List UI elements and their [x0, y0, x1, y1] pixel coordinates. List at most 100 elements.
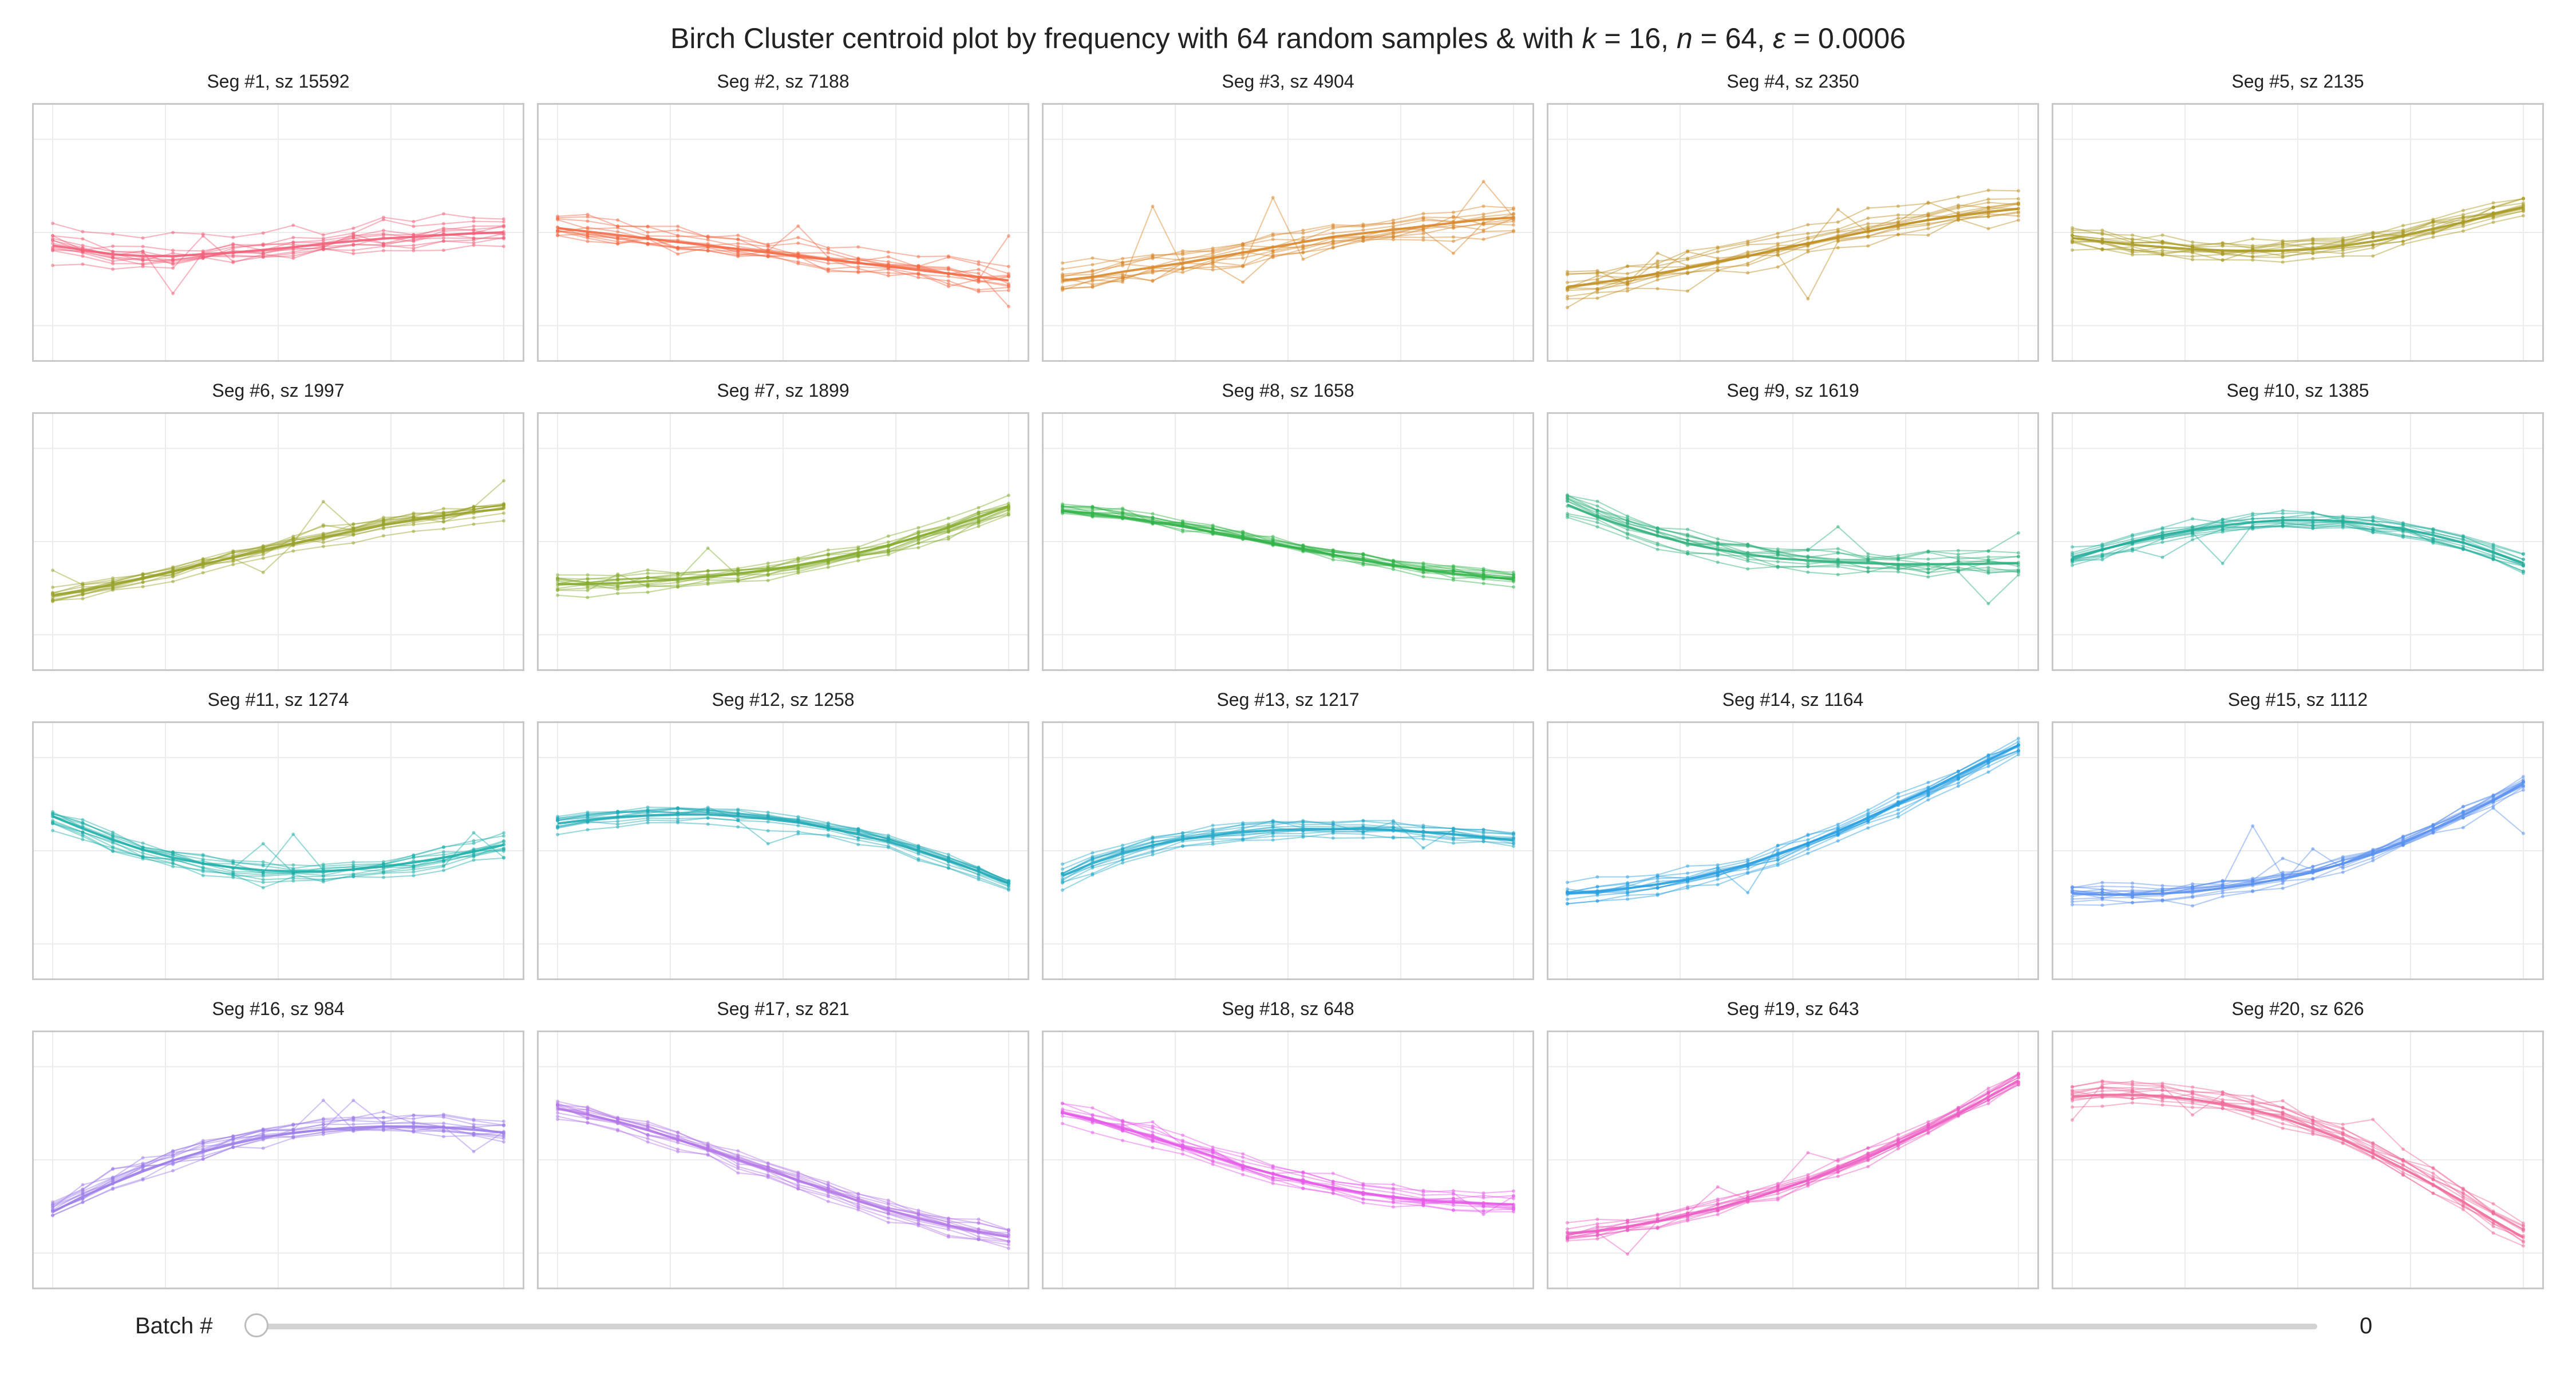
sample-point — [1061, 862, 1064, 866]
sample-line — [1567, 495, 2019, 572]
sample-point — [2017, 740, 2020, 744]
sample-point — [1481, 1204, 1485, 1208]
sample-point — [1716, 560, 1720, 564]
sample-point — [1271, 838, 1275, 842]
sample-point — [1211, 829, 1215, 833]
sample-point — [2431, 540, 2435, 544]
sample-point — [1151, 1146, 1155, 1150]
sample-point — [1806, 235, 1810, 239]
sample-point — [1566, 281, 1569, 285]
sample-point — [1271, 1164, 1275, 1168]
sample-point — [2341, 524, 2345, 528]
sample-point — [1151, 1139, 1155, 1143]
sample-point — [2191, 886, 2195, 890]
sample-point — [1211, 840, 1215, 844]
sample-point — [1866, 216, 1870, 220]
sample-point — [2522, 780, 2525, 784]
sample-point — [1836, 246, 1840, 250]
sample-point — [1241, 532, 1245, 535]
sample-point — [2371, 528, 2375, 532]
sample-point — [586, 1116, 590, 1120]
sample-point — [1716, 250, 1720, 254]
subplot-title: Seg #15, sz 1112 — [2227, 689, 2368, 710]
sample-point — [1271, 535, 1275, 539]
sample-point — [201, 874, 205, 878]
batch-slider-handle[interactable] — [244, 1313, 268, 1337]
sample-point — [171, 575, 175, 579]
sample-line — [557, 235, 1009, 293]
sample-point — [766, 1161, 770, 1165]
sample-point — [2160, 530, 2164, 534]
sample-point — [946, 535, 950, 539]
sample-point — [826, 553, 830, 557]
sample-point — [1686, 871, 1690, 875]
sample-point — [261, 252, 265, 256]
sample-point — [351, 232, 355, 236]
sample-point — [977, 271, 981, 275]
sample-line — [2072, 208, 2524, 258]
sample-point — [261, 552, 265, 556]
sample-point — [2131, 1090, 2135, 1094]
sample-point — [556, 1111, 559, 1115]
sample-point — [1481, 228, 1485, 232]
subplot-title: Seg #11, sz 1274 — [207, 689, 349, 710]
sample-point — [1007, 286, 1010, 289]
sample-point — [502, 519, 505, 523]
sample-point — [381, 871, 385, 875]
sample-point — [1866, 234, 1870, 238]
sample-point — [1866, 558, 1870, 562]
sample-point — [1626, 893, 1630, 897]
sample-point — [586, 595, 590, 599]
sample-point — [826, 262, 830, 266]
sample-point — [1806, 231, 1810, 235]
sample-point — [1836, 1170, 1840, 1174]
sample-point — [736, 1167, 740, 1171]
sample-point — [1746, 263, 1750, 267]
sample-point — [1776, 554, 1780, 558]
sample-point — [856, 257, 860, 261]
sample-point — [1566, 515, 1569, 519]
sample-point — [1181, 1152, 1185, 1156]
sample-point — [2371, 1118, 2375, 1122]
subplot-title: Seg #3, sz 4904 — [1222, 71, 1354, 92]
sample-point — [1866, 222, 1870, 226]
sample-point — [1956, 569, 1960, 573]
sample-point — [1512, 572, 1515, 577]
sample-point — [1091, 515, 1095, 519]
sample-point — [141, 244, 145, 248]
sample-line — [2072, 1081, 2524, 1230]
sample-point — [977, 1221, 981, 1225]
sample-point — [1091, 1131, 1095, 1135]
sample-point — [261, 881, 265, 885]
sample-point — [2071, 545, 2074, 549]
sample-point — [171, 248, 175, 252]
sample-point — [1421, 1193, 1425, 1197]
sample-point — [2401, 1171, 2405, 1174]
sample-point — [1271, 249, 1275, 253]
sample-point — [141, 841, 145, 845]
batch-slider-track[interactable] — [256, 1324, 2317, 1329]
sample-line — [1567, 747, 2019, 883]
sample-point — [1331, 825, 1335, 829]
sample-point — [1451, 1196, 1455, 1200]
sample-point — [2071, 1118, 2074, 1122]
sample-point — [351, 1128, 355, 1132]
sample-point — [2221, 1107, 2225, 1111]
sample-point — [381, 1122, 385, 1126]
sample-point — [1926, 222, 1930, 226]
sample-point — [586, 812, 590, 816]
sample-point — [2491, 216, 2495, 220]
sample-point — [1181, 270, 1185, 274]
sample-point — [946, 529, 950, 533]
sample-line — [2072, 525, 2524, 566]
sample-point — [2522, 564, 2525, 568]
sample-point — [2341, 251, 2345, 255]
sample-point — [2522, 214, 2525, 218]
sample-point — [1926, 549, 1930, 553]
sample-point — [381, 526, 385, 530]
sample-point — [2100, 1095, 2104, 1099]
sample-point — [2071, 563, 2074, 567]
sample-point — [1716, 883, 1720, 887]
sample-line — [557, 226, 1009, 283]
sample-line — [52, 812, 504, 871]
